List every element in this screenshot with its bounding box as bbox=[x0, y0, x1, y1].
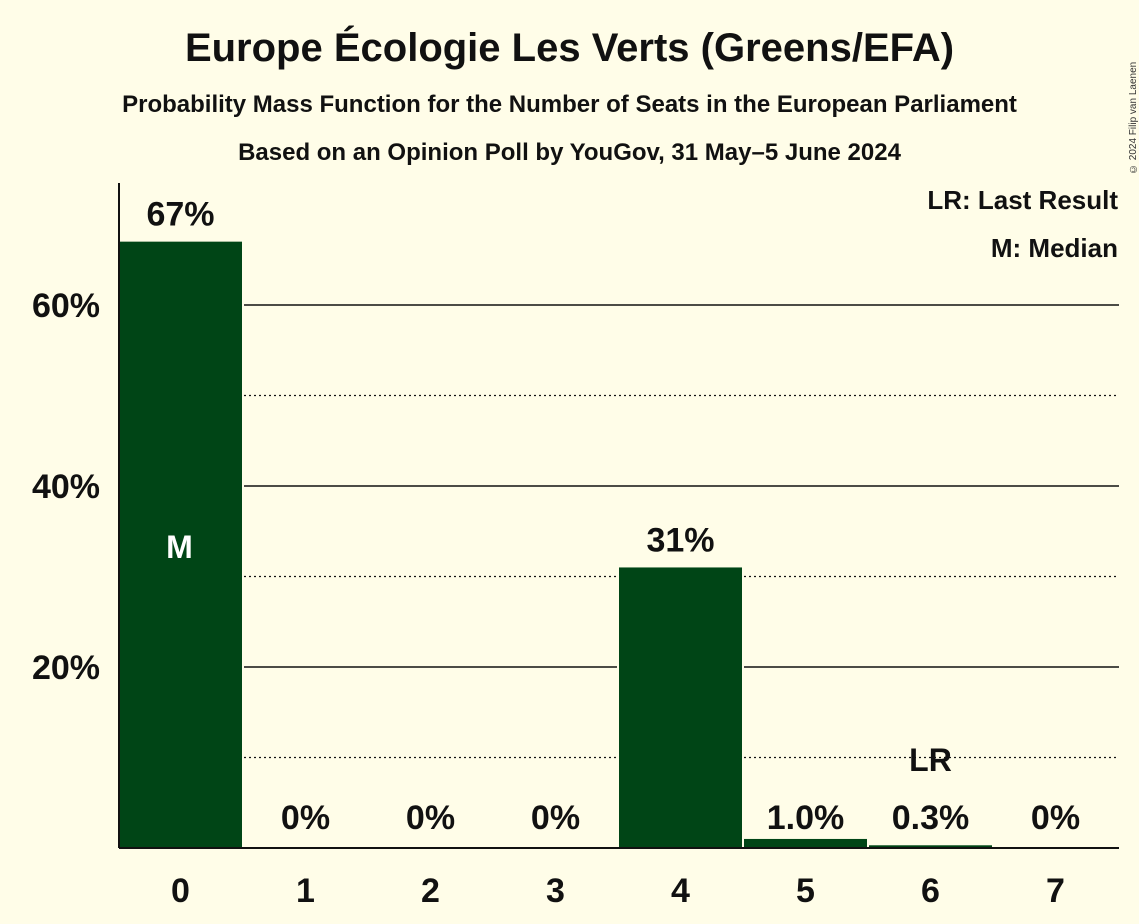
x-tick-label: 4 bbox=[671, 872, 690, 910]
legend-entry: LR: Last Result bbox=[927, 185, 1118, 215]
x-tick-label: 7 bbox=[1046, 872, 1065, 910]
bar bbox=[619, 567, 742, 848]
data-label: 67% bbox=[146, 196, 214, 234]
x-tick-label: 6 bbox=[921, 872, 940, 910]
y-tick-label: 20% bbox=[32, 649, 100, 687]
x-tick-label: 2 bbox=[421, 872, 440, 910]
x-tick-label: 0 bbox=[171, 872, 190, 910]
y-tick-label: 40% bbox=[32, 468, 100, 506]
data-label: 0.3% bbox=[892, 799, 970, 837]
median-marker: M bbox=[166, 529, 193, 565]
data-label: 0% bbox=[531, 799, 580, 837]
data-label: 0% bbox=[406, 799, 455, 837]
bar bbox=[744, 838, 867, 848]
data-label: 0% bbox=[281, 799, 330, 837]
legend-entry: M: Median bbox=[991, 233, 1118, 263]
x-tick-label: 5 bbox=[796, 872, 815, 910]
x-tick-label: 1 bbox=[296, 872, 315, 910]
bar bbox=[869, 845, 992, 848]
last-result-marker: LR bbox=[909, 742, 952, 778]
chart-title: Europe Écologie Les Verts (Greens/EFA) bbox=[184, 26, 955, 70]
data-label: 0% bbox=[1031, 799, 1080, 837]
data-label: 31% bbox=[646, 521, 714, 559]
data-label: 1.0% bbox=[767, 799, 845, 837]
chart-source: Based on an Opinion Poll by YouGov, 31 M… bbox=[238, 139, 901, 166]
chart-subtitle: Probability Mass Function for the Number… bbox=[122, 91, 1017, 118]
x-tick-label: 3 bbox=[546, 872, 565, 910]
y-tick-label: 60% bbox=[32, 287, 100, 325]
bar bbox=[119, 241, 242, 848]
